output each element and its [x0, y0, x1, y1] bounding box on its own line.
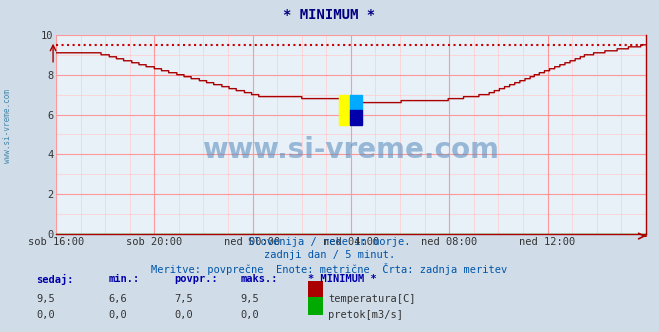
Text: povpr.:: povpr.: — [175, 274, 218, 284]
Text: Meritve: povprečne  Enote: metrične  Črta: zadnja meritev: Meritve: povprečne Enote: metrične Črta:… — [152, 263, 507, 275]
Text: sedaj:: sedaj: — [36, 274, 74, 285]
Text: 0,0: 0,0 — [36, 310, 55, 320]
Text: www.si-vreme.com: www.si-vreme.com — [3, 89, 13, 163]
Text: temperatura[C]: temperatura[C] — [328, 294, 416, 304]
Text: * MINIMUM *: * MINIMUM * — [283, 8, 376, 22]
Text: min.:: min.: — [109, 274, 140, 284]
Text: www.si-vreme.com: www.si-vreme.com — [202, 136, 500, 164]
Bar — [351, 95, 362, 110]
Text: Slovenija / reke in morje.: Slovenija / reke in morje. — [248, 237, 411, 247]
Bar — [339, 95, 351, 124]
Text: 7,5: 7,5 — [175, 294, 193, 304]
Text: 6,6: 6,6 — [109, 294, 127, 304]
Text: 9,5: 9,5 — [241, 294, 259, 304]
Text: * MINIMUM *: * MINIMUM * — [308, 274, 377, 284]
Text: zadnji dan / 5 minut.: zadnji dan / 5 minut. — [264, 250, 395, 260]
Text: 0,0: 0,0 — [109, 310, 127, 320]
Text: 9,5: 9,5 — [36, 294, 55, 304]
Bar — [351, 110, 362, 124]
Text: 0,0: 0,0 — [175, 310, 193, 320]
Text: maks.:: maks.: — [241, 274, 278, 284]
Text: pretok[m3/s]: pretok[m3/s] — [328, 310, 403, 320]
Text: 0,0: 0,0 — [241, 310, 259, 320]
